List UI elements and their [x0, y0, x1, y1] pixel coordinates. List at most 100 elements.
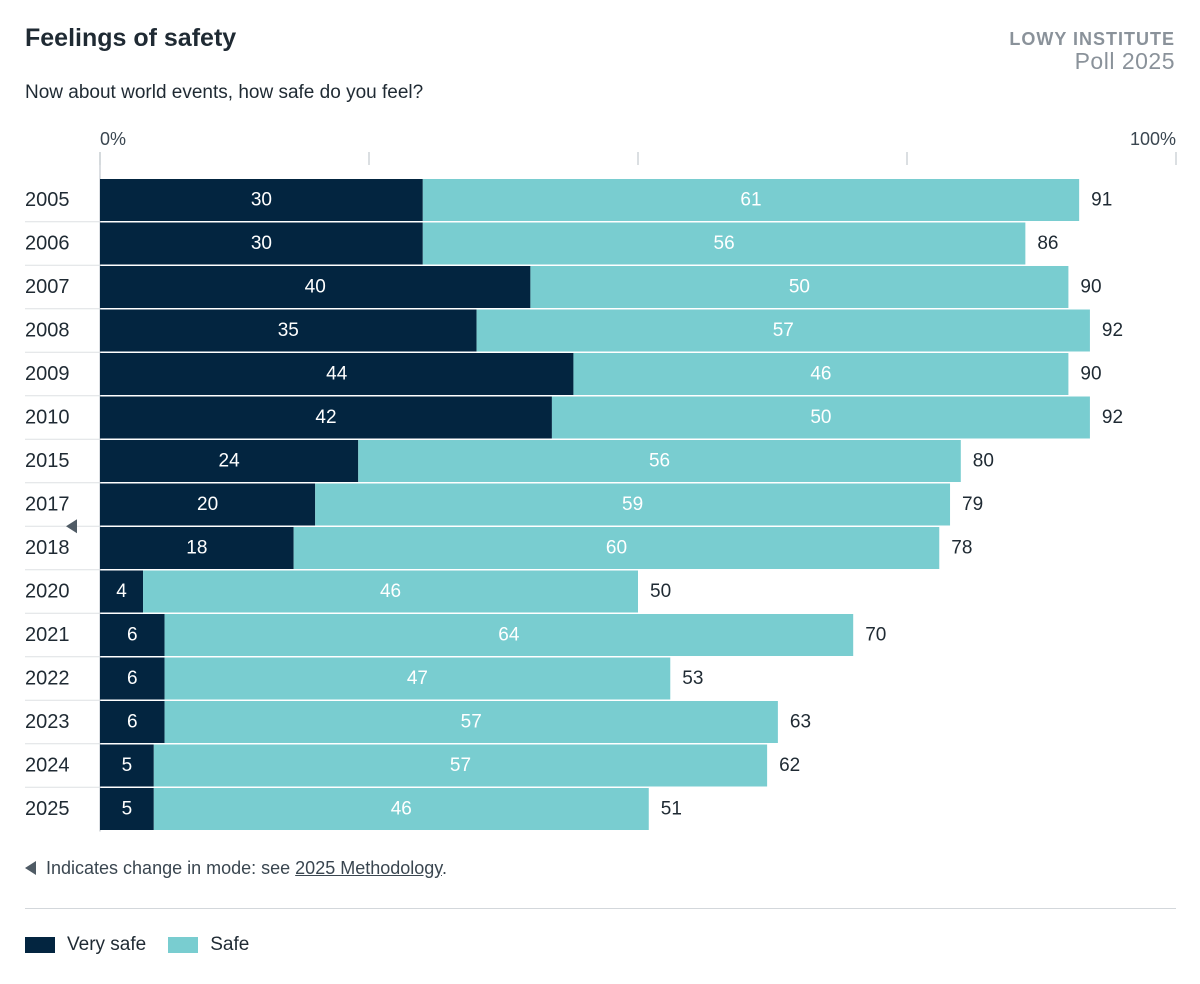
value-very-safe-2010: 42: [315, 407, 336, 428]
bar-very-safe-2005: [100, 179, 423, 221]
value-safe-2025: 46: [391, 799, 412, 820]
year-label-2022: 2022: [25, 668, 70, 690]
value-safe-2010: 50: [810, 407, 831, 428]
bar-very-safe-2008: [100, 309, 477, 352]
year-label-2007: 2007: [25, 276, 70, 298]
legend-item-safe[interactable]: Safe: [168, 934, 249, 956]
value-very-safe-2005: 30: [251, 190, 272, 211]
value-safe-2021: 64: [498, 625, 520, 646]
chart-title: Feelings of safety: [25, 24, 237, 52]
legend-item-very-safe[interactable]: Very safe: [25, 934, 146, 956]
mode-change-marker-icon: [66, 519, 77, 534]
value-very-safe-2025: 5: [122, 799, 133, 820]
value-very-safe-2020: 4: [116, 581, 127, 602]
value-very-safe-2022: 6: [127, 668, 138, 689]
value-total-2021: 70: [865, 625, 886, 646]
methodology-link[interactable]: 2025 Methodology: [295, 858, 442, 878]
value-safe-2009: 46: [810, 364, 831, 385]
year-label-2015: 2015: [25, 450, 70, 472]
bar-very-safe-2022: [100, 657, 165, 700]
year-label-2006: 2006: [25, 233, 70, 255]
year-label-2008: 2008: [25, 320, 70, 342]
year-label-2023: 2023: [25, 711, 70, 733]
axis-label-min: 0%: [100, 129, 126, 149]
bar-safe-2010: [551, 396, 1090, 439]
value-total-2006: 86: [1037, 233, 1058, 254]
value-total-2022: 53: [682, 668, 703, 689]
legend-label-safe: Safe: [210, 934, 250, 955]
value-safe-2008: 57: [773, 320, 794, 341]
chart-subtitle: Now about world events, how safe do you …: [25, 82, 424, 103]
year-label-2020: 2020: [25, 581, 70, 603]
year-label-2017: 2017: [25, 494, 70, 516]
bar-safe-2017: [315, 483, 951, 526]
bar-safe-2020: [143, 570, 639, 613]
bar-very-safe-2024: [100, 744, 154, 787]
bar-safe-2023: [164, 701, 778, 743]
bar-very-safe-2017: [100, 483, 316, 526]
value-very-safe-2015: 24: [219, 451, 241, 472]
value-safe-2017: 59: [622, 494, 643, 515]
mode-change-marker-icon: [25, 861, 36, 875]
year-label-2010: 2010: [25, 407, 70, 429]
year-label-2024: 2024: [25, 755, 70, 777]
bar-very-safe-2006: [100, 222, 423, 265]
bar-very-safe-2007: [100, 266, 531, 308]
value-very-safe-2008: 35: [278, 320, 299, 341]
value-total-2005: 91: [1091, 190, 1112, 211]
year-label-2018: 2018: [25, 537, 70, 559]
value-total-2025: 51: [661, 799, 682, 820]
value-total-2009: 90: [1080, 364, 1101, 385]
bar-safe-2015: [358, 440, 961, 482]
value-very-safe-2023: 6: [127, 712, 138, 733]
value-total-2024: 62: [779, 755, 800, 776]
value-very-safe-2009: 44: [326, 364, 348, 385]
year-label-2005: 2005: [25, 189, 70, 211]
axis-label-max: 100%: [1130, 129, 1176, 149]
value-safe-2015: 56: [649, 451, 670, 472]
value-safe-2005: 61: [740, 190, 761, 211]
year-label-2009: 2009: [25, 363, 70, 385]
value-total-2010: 92: [1102, 407, 1123, 428]
value-safe-2018: 60: [606, 538, 627, 559]
value-total-2017: 79: [962, 494, 983, 515]
bar-safe-2009: [573, 353, 1069, 395]
bar-safe-2008: [476, 309, 1090, 352]
legend-swatch-very-safe: [25, 937, 55, 953]
divider: [25, 908, 1176, 909]
bar-safe-2006: [422, 222, 1026, 265]
value-very-safe-2006: 30: [251, 233, 272, 254]
value-total-2020: 50: [650, 581, 671, 602]
value-total-2023: 63: [790, 712, 811, 733]
value-safe-2007: 50: [789, 277, 810, 298]
value-total-2018: 78: [951, 538, 972, 559]
year-label-2025: 2025: [25, 798, 70, 820]
bar-safe-2025: [153, 788, 649, 830]
brand-poll: Poll 2025: [1074, 48, 1175, 74]
footnote-end: .: [441, 858, 447, 878]
bar-safe-2005: [422, 179, 1080, 221]
value-safe-2024: 57: [450, 755, 471, 776]
value-safe-2023: 57: [461, 712, 482, 733]
bar-safe-2022: [164, 657, 671, 700]
bar-safe-2021: [164, 614, 854, 656]
legend: Very safe Safe: [25, 934, 271, 956]
bar-very-safe-2018: [100, 527, 294, 569]
value-very-safe-2021: 6: [127, 625, 138, 646]
value-very-safe-2024: 5: [122, 755, 133, 776]
legend-label-very-safe: Very safe: [67, 934, 147, 955]
footnote: Indicates change in mode: see 2025 Metho…: [25, 858, 447, 879]
value-safe-2022: 47: [407, 668, 428, 689]
legend-swatch-safe: [168, 937, 199, 953]
bar-very-safe-2021: [100, 614, 165, 656]
bar-very-safe-2009: [100, 353, 574, 395]
brand-org: LOWY INSTITUTE: [1009, 29, 1175, 49]
bar-very-safe-2025: [100, 788, 154, 830]
value-total-2007: 90: [1080, 277, 1101, 298]
bar-safe-2007: [530, 266, 1069, 308]
value-total-2008: 92: [1102, 320, 1123, 341]
bar-very-safe-2010: [100, 396, 552, 439]
value-very-safe-2017: 20: [197, 494, 218, 515]
value-very-safe-2018: 18: [186, 538, 207, 559]
